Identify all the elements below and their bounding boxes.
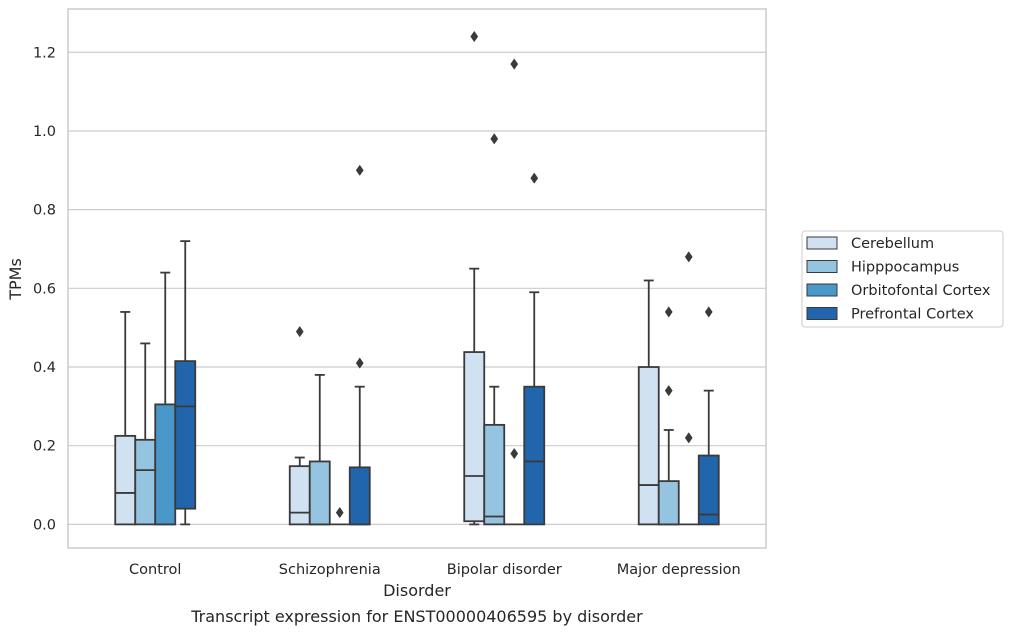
box-group (657, 306, 680, 526)
legend-label: Prefrontal Cortex (851, 307, 974, 323)
chart-caption: Transcript expression for ENST0000040659… (190, 607, 643, 626)
x-axis-label: Disorder (383, 581, 451, 600)
box (483, 423, 506, 526)
y-tick-label: 0.2 (33, 439, 56, 455)
legend-swatch (806, 283, 838, 297)
box (637, 366, 660, 526)
boxes (114, 30, 720, 526)
legend-label: Orbitofontal Cortex (851, 283, 991, 299)
box (523, 385, 546, 526)
box (114, 434, 137, 526)
box (174, 360, 197, 510)
box-group (348, 164, 371, 526)
plot-frame (67, 8, 767, 549)
box-group (114, 311, 137, 526)
outlier-point (510, 58, 519, 70)
outlier-point (355, 164, 364, 176)
x-tick-label: Schizophrenia (279, 562, 381, 578)
box-group (504, 58, 525, 526)
box-group (697, 306, 720, 526)
x-tick-label: Major depression (617, 562, 741, 578)
legend-swatch (806, 307, 838, 320)
outlier-point (684, 432, 693, 444)
legend-label: Hipppocampus (851, 260, 959, 276)
legend-swatch (806, 260, 838, 273)
outlier-point (684, 251, 693, 263)
y-tick-labels: 0.0 0.2 0.4 0.6 0.8 1.0 1.2 (33, 45, 56, 533)
box (134, 438, 157, 526)
box-group (637, 279, 660, 526)
outlier-point (470, 30, 479, 43)
y-axis-label: TPMs (6, 258, 25, 301)
legend-label: Cerebellum (851, 236, 934, 252)
legend-frame (801, 230, 1004, 328)
outlier-point (490, 133, 499, 145)
box (154, 403, 177, 526)
outlier-point (704, 306, 713, 318)
box-group (154, 271, 177, 526)
x-tick-label: Bipolar disorder (447, 562, 562, 578)
y-tick-label: 1.0 (33, 124, 56, 140)
y-tick-label: 0.0 (33, 517, 56, 533)
outlier-point (664, 306, 673, 318)
box-group (329, 506, 350, 526)
box (697, 454, 720, 526)
outlier-point (530, 172, 539, 184)
box-group (523, 172, 546, 526)
y-tick-label: 1.2 (33, 45, 56, 61)
outlier-point (295, 325, 304, 338)
box-group (308, 373, 331, 526)
outlier-point (355, 357, 364, 369)
outlier-point (335, 506, 344, 519)
box (288, 465, 311, 526)
box-group (134, 342, 157, 526)
x-tick-labels: Control Schizophrenia Bipolar disorder Majo… (129, 562, 741, 578)
box (348, 466, 371, 526)
box (657, 480, 680, 526)
box-group (483, 133, 506, 526)
box-group (174, 240, 197, 526)
box-group (678, 251, 699, 526)
legend: Cerebellum Hipppocampus Orbitofontal Corte… (801, 230, 1004, 328)
y-tick-label: 0.6 (33, 281, 56, 297)
x-tick-label: Control (129, 562, 181, 578)
box (463, 351, 486, 523)
outlier-point (664, 384, 673, 397)
y-tick-label: 0.8 (33, 203, 56, 219)
outlier-point (510, 447, 519, 460)
y-tick-label: 0.4 (33, 360, 56, 376)
legend-swatch (806, 236, 838, 250)
box (308, 460, 331, 526)
